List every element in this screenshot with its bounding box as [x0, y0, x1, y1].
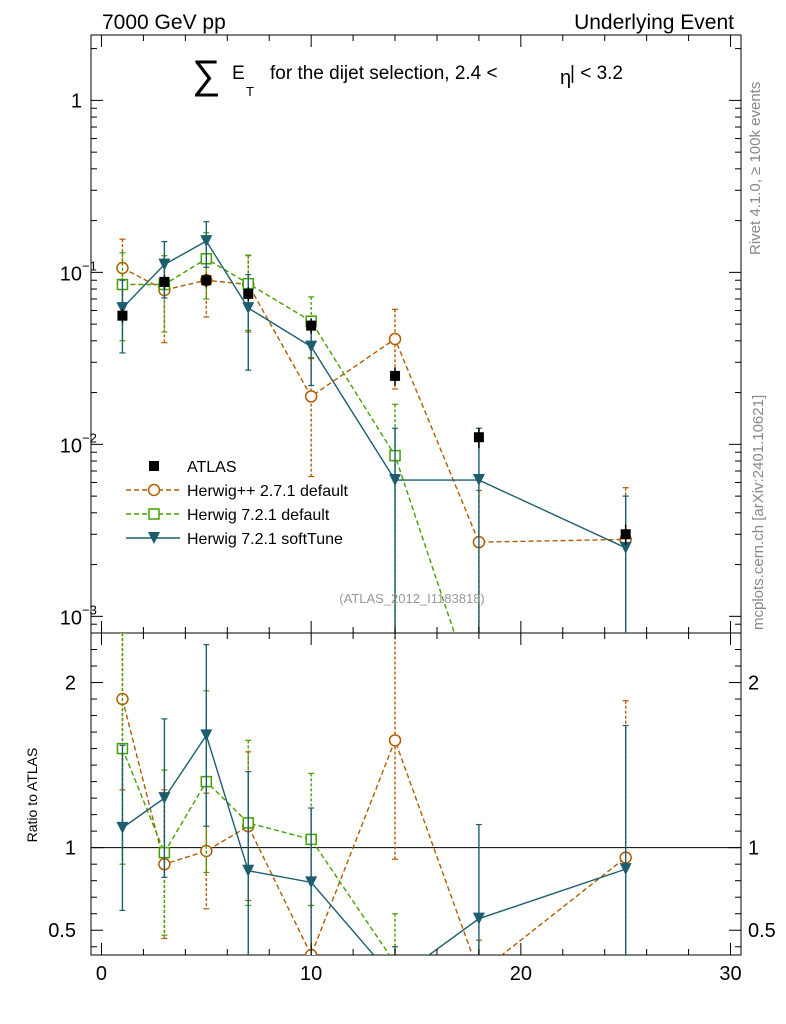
legend-entry: ATLAS [149, 459, 237, 476]
triangle-marker [389, 474, 402, 487]
data-point [117, 310, 128, 321]
square-marker [390, 958, 400, 968]
legend-label: Herwig++ 2.7.1 default [187, 483, 349, 500]
y-tick-exponent: −2 [82, 430, 97, 445]
ratio-tick-label: 0.5 [48, 920, 76, 942]
triangle-marker [472, 474, 485, 487]
triangle-marker [148, 532, 160, 544]
triangle-marker [305, 340, 318, 353]
triangle-marker [389, 974, 401, 986]
square-marker [148, 508, 160, 520]
triangle-marker [242, 864, 255, 877]
data-point [306, 320, 317, 331]
triangle-marker [472, 912, 485, 925]
legend-label: Herwig 7.2.1 default [187, 507, 330, 524]
title-et-subscript: T [246, 84, 254, 99]
rivet-version-label: Rivet 4.1.0, ≥ 100k events [747, 82, 764, 255]
ratio-line [121, 748, 391, 955]
legend-entry: Herwig 7.2.1 softTune [126, 531, 343, 548]
triangle-marker [158, 792, 171, 805]
y-tick-label: 1 [71, 90, 82, 112]
legend: ATLAS Herwig++ 2.7.1 default Herwig 7.2.1 … [126, 459, 349, 548]
ratio-series-herwig-7-2-1-softtune [116, 643, 632, 986]
ratio-tick-label-right: 2 [748, 673, 759, 695]
x-tick-label: 30 [719, 963, 741, 985]
ratio-frame [90, 632, 742, 956]
ratio-line [121, 698, 627, 955]
circle-marker [473, 968, 484, 979]
ratio-axis-label: Ratio to ATLAS [24, 748, 40, 843]
legend-label: ATLAS [187, 459, 237, 476]
legend-label: Herwig 7.2.1 softTune [187, 531, 343, 548]
x-tick-label: 10 [300, 963, 322, 985]
title-sum-symbol: ∑ [192, 53, 221, 97]
triangle-marker [619, 541, 632, 554]
triangle-marker [116, 821, 129, 834]
x-tick-label: 0 [96, 963, 107, 985]
title-eta: η [560, 67, 571, 89]
y-tick-label: 10 [60, 607, 82, 629]
ratio-tick-label: 2 [65, 673, 76, 695]
axis-ticks [91, 35, 741, 955]
ratio-series-herwig-7-2-1-default [116, 633, 631, 1010]
header-left: 7000 GeV pp [102, 11, 226, 34]
y-tick-exponent: −3 [82, 602, 97, 617]
square-marker [474, 701, 484, 711]
plot-frames [90, 34, 742, 956]
data-point [243, 288, 254, 299]
triangle-marker [200, 235, 213, 248]
data-point [149, 461, 159, 471]
circle-marker [388, 734, 402, 747]
data-point [473, 432, 484, 443]
header-right: Underlying Event [574, 11, 734, 34]
series-line [121, 240, 626, 549]
circle-marker [147, 483, 161, 497]
triangle-marker [116, 302, 129, 315]
title-text: for the dijet selection, 2.4 < [270, 63, 498, 84]
data-point [390, 370, 401, 381]
ratio-plot-area [116, 633, 632, 1010]
ratio-tick-label-right: 0.5 [748, 920, 776, 942]
triangle-marker [305, 876, 318, 889]
series-atlas [117, 273, 631, 545]
x-tick-label: 20 [510, 963, 532, 985]
plot-title: ∑ E T for the dijet selection, 2.4 < η |… [192, 53, 623, 99]
circle-marker [388, 332, 402, 346]
ratio-tick-label-right: 1 [748, 838, 759, 860]
legend-entry: Herwig++ 2.7.1 default [126, 483, 349, 500]
ratio-series-herwig-2-7-1-default [116, 633, 632, 979]
square-marker [474, 1000, 484, 1010]
title-text-end: | < 3.2 [570, 63, 623, 84]
ratio-line [122, 733, 626, 955]
y-tick-label: 10 [60, 435, 82, 457]
y-tick-exponent: −1 [82, 258, 97, 273]
data-point [620, 529, 631, 540]
analysis-watermark: (ATLAS_2012_I1183818) [339, 591, 485, 606]
series-line [122, 267, 626, 543]
triangle-marker [158, 258, 171, 271]
triangle-marker [619, 863, 632, 876]
square-marker [621, 1000, 631, 1010]
series-herwig-7-2-1-softtune [116, 221, 632, 633]
mcplots-label: mcplots.cern.ch [arXiv:2401.10621] [750, 395, 767, 630]
data-point [159, 276, 170, 287]
triangle-marker [200, 729, 213, 742]
circle-marker [304, 390, 318, 403]
triangle-marker [242, 302, 255, 315]
ratio-tick-label: 1 [65, 838, 76, 860]
title-et-symbol: E [232, 63, 245, 84]
y-tick-label: 10 [60, 263, 82, 285]
data-point [201, 275, 212, 286]
series-line [122, 257, 456, 633]
main-plot-area [116, 221, 632, 711]
legend-entry: Herwig 7.2.1 default [126, 507, 330, 524]
